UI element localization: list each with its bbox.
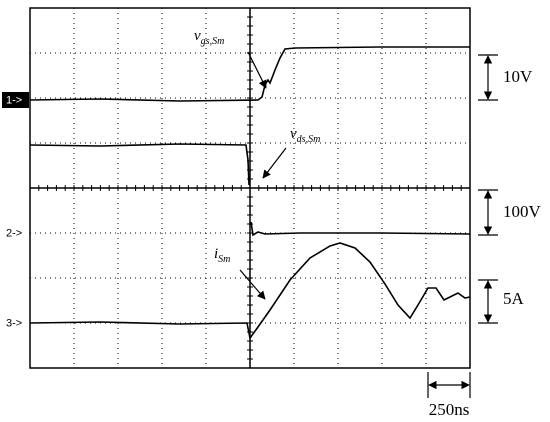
vgs-label: vgs,Sm	[194, 28, 224, 47]
symbol: v	[290, 126, 297, 142]
ch1-marker: 1->	[6, 94, 22, 106]
ch1-marker-bg	[2, 92, 29, 108]
vds-wave-after	[250, 221, 471, 237]
vgs-wave	[29, 46, 470, 102]
symbol: v	[194, 28, 201, 44]
subscript: Sm	[218, 254, 230, 265]
is-arrow	[239, 269, 266, 300]
ch2-scale: 100V	[503, 202, 542, 221]
scale-bars	[427, 54, 498, 398]
is-label: iSm	[214, 246, 230, 265]
subscript: ds,Sm	[297, 134, 321, 145]
symbol: i	[214, 246, 218, 262]
vds-wave	[29, 143, 250, 186]
ch3-marker: 3->	[6, 317, 22, 329]
time-scale: 250ns	[429, 400, 470, 419]
ch2-marker: 2->	[6, 227, 22, 239]
subscript: gs,Sm	[201, 36, 225, 47]
ch3-scale: 5A	[503, 289, 525, 308]
vgs-arrow	[247, 51, 267, 89]
ch1-scale: 10V	[503, 67, 533, 86]
is-wave	[29, 242, 471, 340]
vds-label: vds,Sm	[290, 126, 320, 145]
vds-arrow	[262, 147, 287, 179]
